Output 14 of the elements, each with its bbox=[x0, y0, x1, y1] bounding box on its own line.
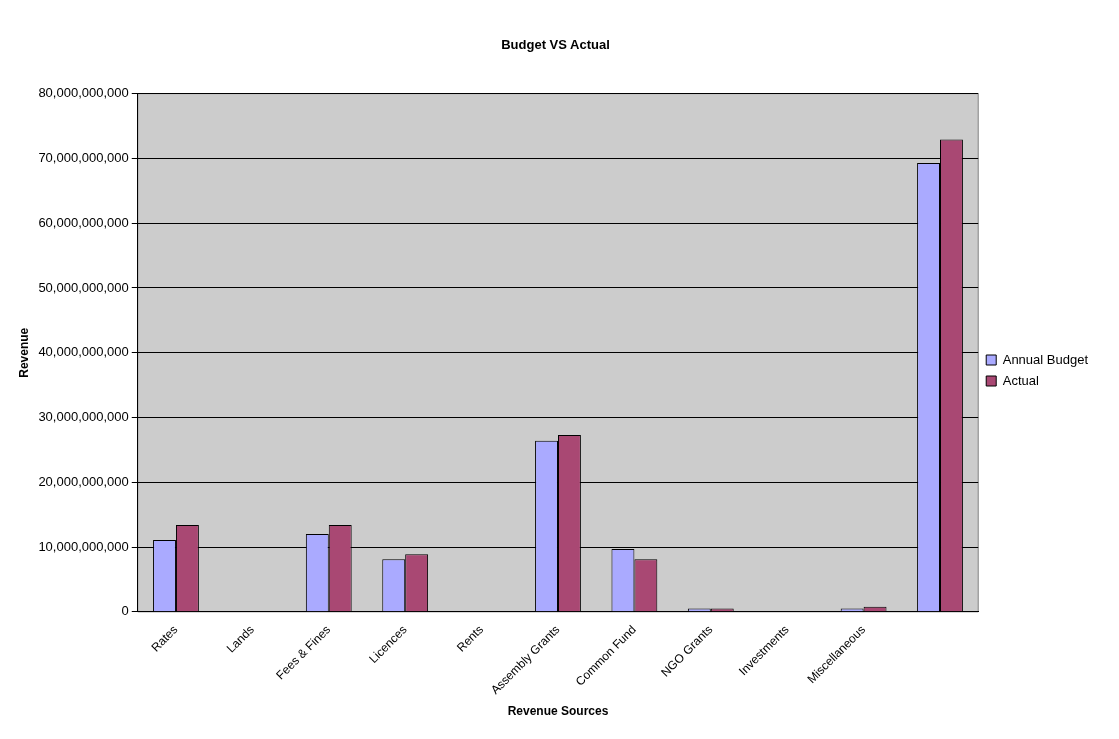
legend-label: Annual Budget bbox=[1002, 351, 1089, 367]
y-tick-label: 70,000,000,000 bbox=[38, 149, 129, 165]
y-tick-label: 80,000,000,000 bbox=[38, 85, 129, 101]
y-tick-label: 60,000,000,000 bbox=[38, 214, 129, 230]
y-tick-label: 30,000,000,000 bbox=[38, 409, 129, 425]
y-tick-label: 50,000,000,000 bbox=[38, 279, 129, 295]
x-axis-title: Revenue Sources bbox=[507, 704, 609, 719]
chart-title: Budget VS Actual bbox=[501, 37, 610, 53]
legend-label: Actual bbox=[1002, 372, 1039, 388]
y-tick-label: 10,000,000,000 bbox=[38, 538, 129, 554]
y-axis-title: Revenue bbox=[16, 327, 31, 378]
y-tick-label: 0 bbox=[121, 603, 129, 619]
y-tick-label: 20,000,000,000 bbox=[38, 473, 129, 489]
y-tick-label: 40,000,000,000 bbox=[38, 344, 129, 360]
